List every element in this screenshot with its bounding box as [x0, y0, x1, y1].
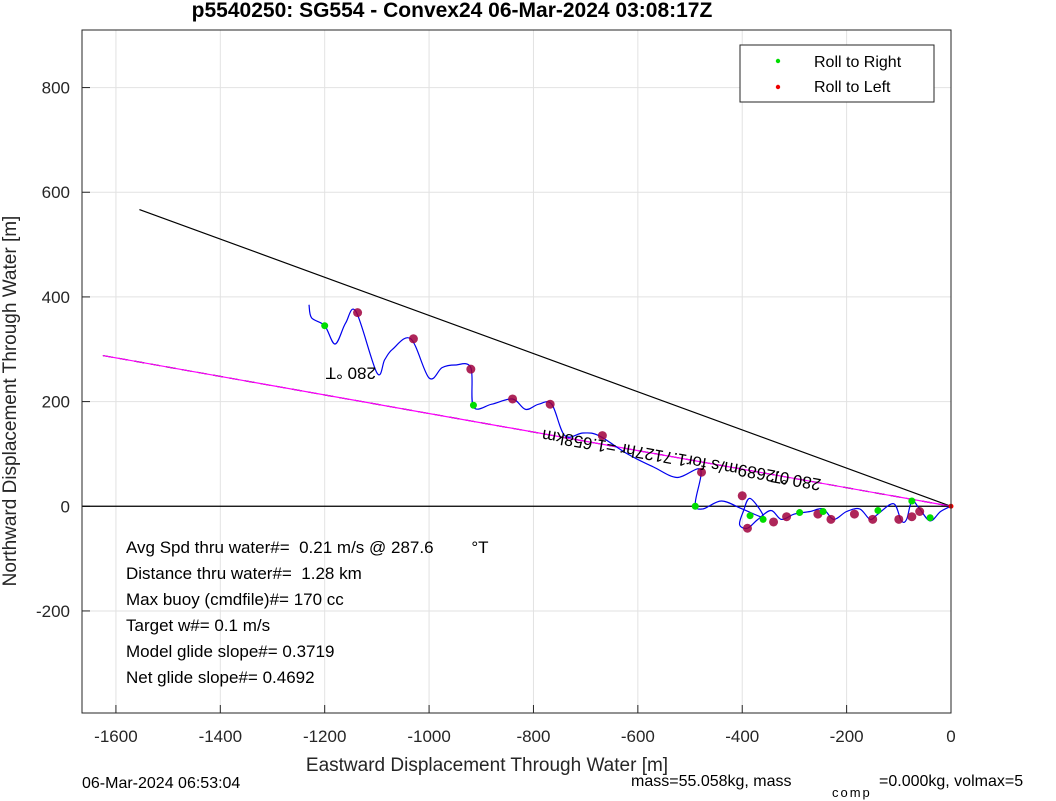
roll-left-marker — [769, 517, 779, 527]
stats-line: Model glide slope#= 0.3719 — [126, 642, 334, 661]
plot-frame — [81, 29, 952, 714]
roll-right-marker — [796, 509, 804, 517]
y-tick-label: 400 — [42, 288, 70, 307]
roll-left-marker — [466, 364, 476, 374]
roll-right-marker — [908, 497, 916, 505]
plot-area — [82, 30, 951, 713]
legend-marker-roll-left — [775, 84, 781, 90]
roll-left-marker — [508, 394, 518, 404]
y-tick-label: 800 — [42, 79, 70, 98]
x-tick-label: -1400 — [199, 727, 242, 746]
roll-right-marker — [691, 502, 699, 510]
y-tick-label: 600 — [42, 183, 70, 202]
stats-line: Distance thru water#= 1.28 km — [126, 564, 362, 583]
footer-timestamp: 06-Mar-2024 06:53:04 — [82, 775, 240, 792]
x-tick-label: -800 — [516, 727, 550, 746]
roll-left-marker — [737, 491, 747, 501]
y-tick-label: 0 — [61, 497, 70, 516]
roll-right-marker — [759, 515, 767, 523]
rotated-label: 280 °T — [326, 364, 376, 383]
roll-left-marker — [868, 514, 878, 524]
x-tick-label: -1200 — [303, 727, 346, 746]
y-tick-labels: -200 0 200 400 600 800 — [36, 79, 70, 621]
roll-left-marker — [907, 512, 917, 522]
roll-right-marker — [746, 512, 754, 520]
y-axis-label: Northward Displacement Through Water [m] — [0, 216, 21, 587]
roll-left-marker — [545, 399, 555, 409]
legend-label-roll-left: Roll to Left — [814, 79, 891, 96]
footer-comp-subscript: comp — [832, 785, 872, 800]
heading-280-solid — [139, 208, 952, 507]
roll-left-marker — [849, 509, 859, 519]
roll-left-marker — [782, 512, 792, 522]
roll-left-marker — [597, 431, 607, 441]
roll-left-marker — [826, 514, 836, 524]
footer-volmax: =0.000kg, volmax=5 — [879, 773, 1023, 790]
legend-label-roll-right: Roll to Right — [814, 54, 902, 71]
stats-annotations: Avg Spd thru water#= 0.21 m/s @ 287.6 °T… — [126, 538, 489, 687]
legend: Roll to Right Roll to Left — [739, 44, 935, 103]
roll-right-marker — [926, 514, 934, 522]
stats-line: Target w#= 0.1 m/s — [126, 616, 270, 635]
y-tick-label: -200 — [36, 602, 70, 621]
x-tick-label: 0 — [946, 727, 955, 746]
roll-right-marker — [321, 322, 329, 330]
x-tick-label: -600 — [621, 727, 655, 746]
stats-line: Avg Spd thru water#= 0.21 m/s @ 287.6 °T — [126, 538, 489, 557]
stats-line: Net glide slope#= 0.4692 — [126, 668, 315, 687]
x-tick-labels: -1600 -1400 -1200 -1000 -800 -600 -400 -200 0 — [94, 727, 956, 746]
x-tick-label: -1000 — [407, 727, 450, 746]
roll-left-marker — [915, 507, 925, 517]
roll-left-marker — [742, 523, 752, 533]
stats-line: Max buoy (cmdfile)#= 170 cc — [126, 590, 344, 609]
roll-left-marker — [408, 334, 418, 344]
roll-left-marker — [894, 514, 904, 524]
track-magenta — [102, 354, 952, 507]
roll-left-marker — [353, 308, 363, 318]
roll-right-marker — [819, 508, 827, 516]
x-tick-label: -1600 — [94, 727, 137, 746]
roll-left-marker — [697, 467, 707, 477]
roll-right-marker — [469, 401, 477, 409]
legend-marker-roll-right — [775, 58, 781, 64]
y-tick-label: 200 — [42, 393, 70, 412]
legend-box — [739, 44, 935, 103]
roll-markers — [321, 308, 954, 533]
x-tick-label: -400 — [725, 727, 759, 746]
footer-mass: mass=55.058kg, mass — [631, 773, 792, 790]
roll-right-marker — [874, 506, 882, 514]
x-axis-label: Eastward Displacement Through Water [m] — [306, 755, 668, 776]
x-tick-label: -200 — [830, 727, 864, 746]
chart-title: p5540250: SG554 - Convex24 06-Mar-2024 0… — [192, 0, 713, 22]
reference-lines — [82, 208, 952, 507]
